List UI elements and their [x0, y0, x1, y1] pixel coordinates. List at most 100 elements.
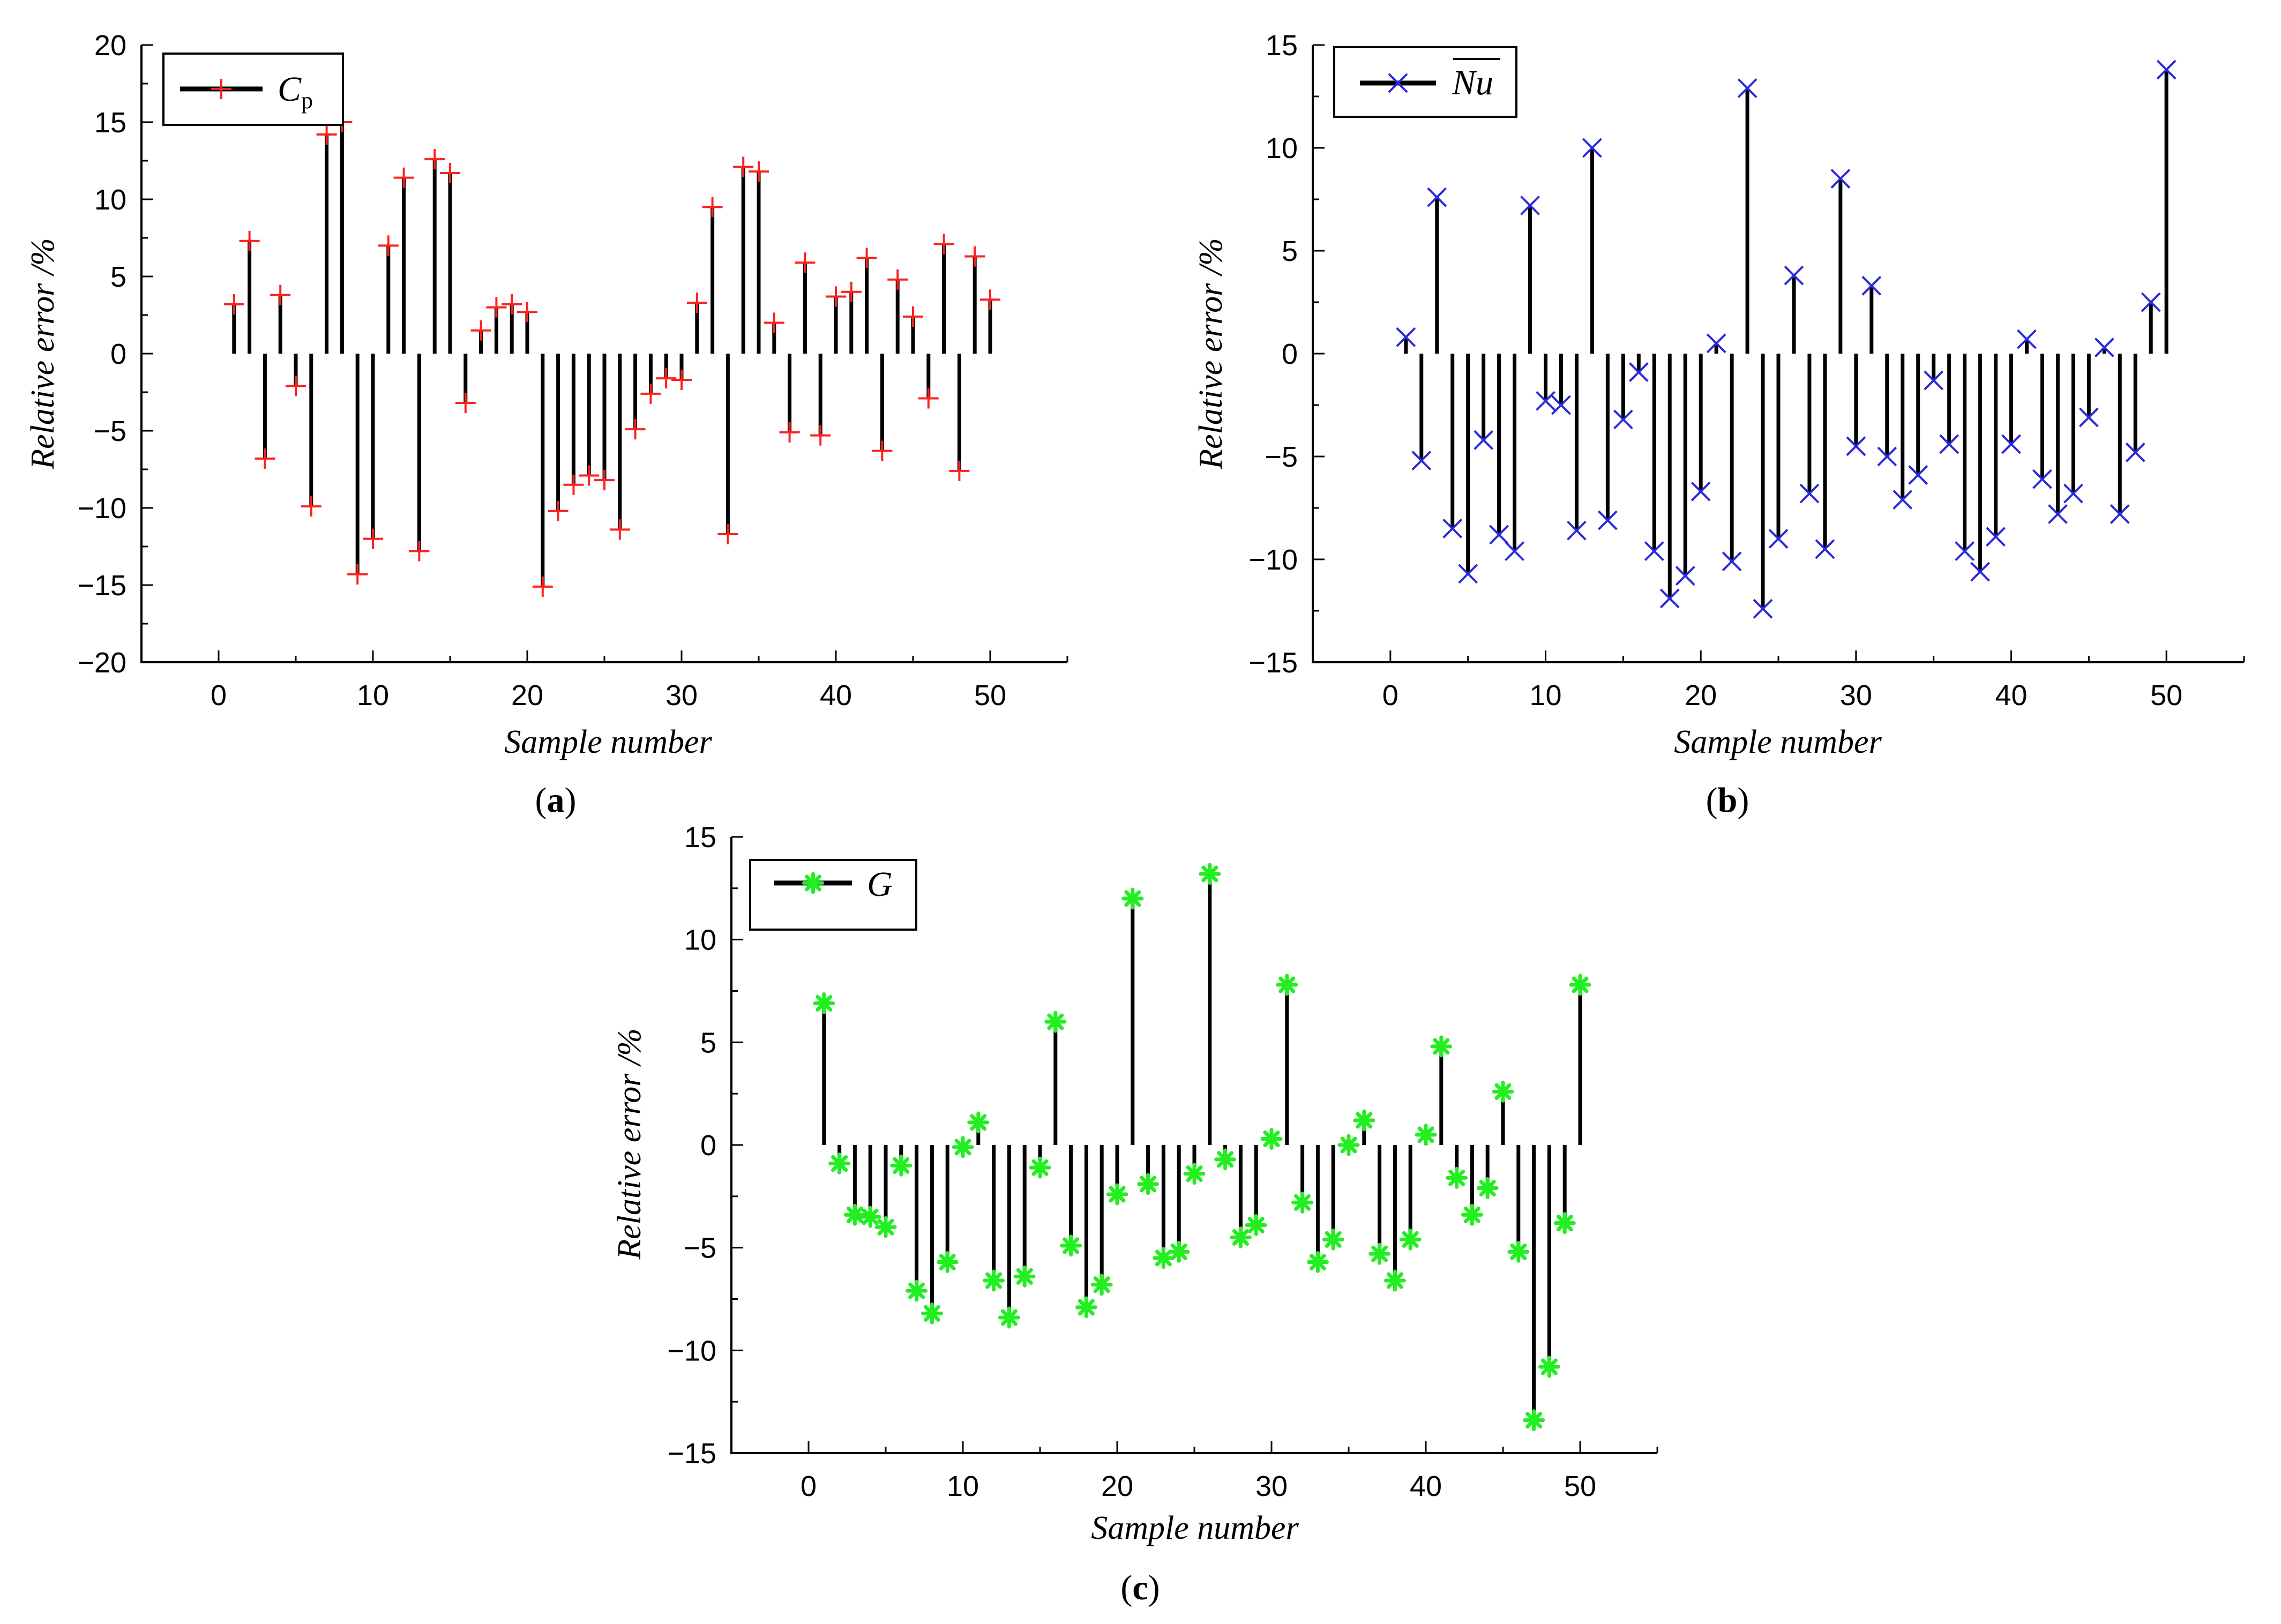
y-tick-label: 10	[1266, 132, 1298, 164]
panel-c-markers	[813, 863, 1591, 1432]
marker-a-40	[826, 286, 846, 307]
marker-a-16	[455, 393, 476, 414]
marker-c-50	[1569, 974, 1591, 996]
marker-c-14	[1013, 1265, 1036, 1288]
marker-b-12	[1567, 520, 1587, 541]
x-tick-label: 20	[1685, 679, 1717, 712]
legend-g: G	[749, 859, 917, 931]
marker-b-4	[1442, 518, 1463, 538]
marker-b-6	[1474, 430, 1494, 450]
marker-c-28	[1229, 1226, 1252, 1248]
panel-a-ylabel: Relative error /%	[25, 238, 61, 470]
marker-c-17	[1060, 1234, 1082, 1257]
y-tick-label: 15	[94, 107, 126, 139]
y-tick-label: −15	[1248, 647, 1298, 679]
marker-b-14	[1597, 510, 1618, 530]
marker-b-11	[1551, 395, 1571, 415]
marker-c-12	[983, 1269, 1005, 1292]
legend-cp-main: C	[278, 70, 302, 109]
marker-c-25	[1183, 1163, 1206, 1185]
panel-b-axes: −15 −10 −5 0 5 10 15 0 10 20 30 40 50	[1248, 29, 2245, 712]
marker-a-20	[517, 302, 537, 323]
marker-b-33	[1893, 490, 1913, 510]
panel-a-cp-chart: −20 −15 −10 −5 0 5 10 15 20 0 10 20 30 40 50 Sample nu…	[25, 29, 1068, 820]
marker-a-7	[316, 124, 337, 145]
marker-b-24	[1753, 598, 1773, 619]
x-tick-label: 0	[801, 1470, 817, 1502]
marker-b-43	[2047, 504, 2068, 524]
marker-c-42	[1446, 1166, 1468, 1189]
marker-c-34	[1322, 1228, 1344, 1251]
legend-g-box	[749, 859, 917, 931]
y-tick-label: −10	[667, 1335, 716, 1367]
marker-c-33	[1306, 1251, 1329, 1273]
marker-c-7	[906, 1279, 928, 1302]
marker-a-35	[749, 161, 769, 182]
marker-b-48	[2125, 442, 2145, 462]
panel-b-stems	[1404, 70, 2168, 609]
marker-a-38	[795, 252, 816, 273]
marker-a-19	[502, 294, 522, 315]
x-tick-label: 50	[974, 679, 1006, 712]
marker-b-28	[1815, 539, 1835, 559]
marker-b-34	[1908, 465, 1928, 485]
marker-b-21	[1706, 333, 1726, 354]
legend-cp-marker	[211, 79, 231, 99]
legend-g-label: G	[867, 865, 893, 904]
marker-c-49	[1553, 1212, 1576, 1234]
legend-nu-label: Nu	[1452, 63, 1493, 102]
marker-b-47	[2110, 504, 2130, 524]
marker-a-25	[594, 470, 615, 491]
marker-b-38	[1970, 562, 1990, 582]
x-tick-label: 50	[2150, 679, 2182, 712]
marker-a-43	[872, 440, 893, 461]
marker-a-12	[393, 167, 414, 188]
marker-b-13	[1582, 138, 1602, 158]
panel-b-caption: (b)	[1706, 781, 1749, 820]
marker-c-18	[1075, 1296, 1097, 1319]
marker-b-46	[2094, 338, 2114, 357]
marker-c-46	[1507, 1240, 1530, 1263]
y-tick-label: −15	[667, 1438, 716, 1470]
marker-b-22	[1722, 551, 1742, 572]
marker-c-43	[1461, 1203, 1483, 1226]
marker-c-38	[1383, 1269, 1406, 1292]
marker-c-36	[1353, 1109, 1375, 1132]
y-tick-label: 20	[94, 29, 126, 62]
marker-c-23	[1152, 1247, 1175, 1269]
x-tick-label: 0	[211, 679, 227, 712]
marker-a-1	[223, 294, 244, 315]
marker-a-34	[733, 156, 754, 177]
panel-a-stems	[232, 122, 992, 587]
marker-c-24	[1168, 1240, 1190, 1263]
marker-a-46	[918, 388, 939, 409]
marker-a-31	[686, 292, 707, 313]
marker-a-39	[810, 425, 831, 446]
marker-b-35	[1924, 370, 1944, 391]
marker-a-11	[378, 235, 399, 256]
y-tick-label: 5	[110, 261, 126, 293]
marker-a-44	[887, 269, 908, 290]
x-tick-label: 0	[1382, 679, 1398, 712]
marker-b-41	[2017, 329, 2037, 349]
marker-c-48	[1538, 1356, 1560, 1378]
marker-b-27	[1799, 483, 1820, 504]
marker-c-32	[1291, 1191, 1314, 1214]
legend-cp-label: Cp	[278, 70, 313, 114]
marker-a-18	[486, 297, 507, 318]
marker-a-10	[363, 528, 383, 549]
marker-b-5	[1458, 564, 1478, 584]
marker-b-31	[1861, 275, 1882, 296]
x-tick-label: 20	[1101, 1470, 1133, 1502]
marker-b-2	[1411, 451, 1432, 471]
y-tick-label: −10	[1248, 544, 1298, 576]
marker-c-29	[1245, 1214, 1267, 1236]
marker-b-42	[2032, 469, 2052, 489]
marker-c-13	[998, 1306, 1020, 1329]
marker-a-24	[579, 465, 600, 486]
marker-c-40	[1415, 1124, 1437, 1146]
marker-c-15	[1029, 1156, 1051, 1179]
marker-b-26	[1784, 265, 1804, 286]
